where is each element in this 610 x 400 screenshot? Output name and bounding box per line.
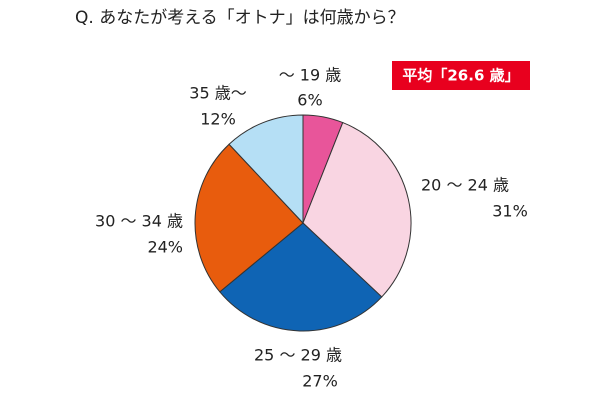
slice-label: ～ 19 歳 bbox=[279, 66, 342, 85]
value-label: 6% bbox=[297, 91, 322, 110]
pie-slice bbox=[219, 222, 383, 332]
pie-slice bbox=[228, 114, 304, 225]
annotation: 平均「26.6 歳」 bbox=[402, 67, 519, 85]
value-label: 31% bbox=[492, 202, 528, 221]
slice-label: 20 ～ 24 歳 bbox=[421, 176, 509, 195]
slice-label: 25 ～ 29 歳 bbox=[254, 346, 342, 365]
value-label: 12% bbox=[200, 110, 236, 129]
chart-title: Q. あなたが考える「オトナ」は何歳から？ bbox=[75, 8, 405, 28]
slice-label: 30 ～ 34 歳 bbox=[95, 212, 183, 231]
value-label: 24% bbox=[147, 238, 183, 257]
pie-slice bbox=[194, 143, 304, 293]
slice-label: 35 歳～ bbox=[189, 84, 246, 103]
pie-slice bbox=[302, 121, 412, 298]
annotation-box bbox=[392, 61, 530, 90]
value-label: 27% bbox=[302, 372, 338, 391]
